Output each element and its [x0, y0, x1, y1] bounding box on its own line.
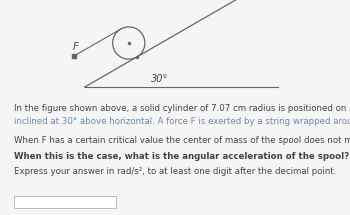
FancyBboxPatch shape	[14, 197, 116, 208]
Text: When this is the case, what is the angular acceleration of the spool?: When this is the case, what is the angul…	[14, 152, 349, 161]
Text: F: F	[73, 42, 79, 52]
Text: In the figure shown above, a solid cylinder of 7.07 cm radius is positioned on a: In the figure shown above, a solid cylin…	[14, 104, 350, 112]
Text: Express your answer in rad/s², to at least one digit after the decimal point.: Express your answer in rad/s², to at lea…	[14, 167, 336, 176]
Text: 30°: 30°	[151, 74, 169, 84]
Text: inclined at 30° above horizontal. A force F is exerted by a string wrapped aroun: inclined at 30° above horizontal. A forc…	[14, 117, 350, 126]
Text: When F has a certain critical value the center of mass of the spool does not mov: When F has a certain critical value the …	[14, 136, 350, 145]
